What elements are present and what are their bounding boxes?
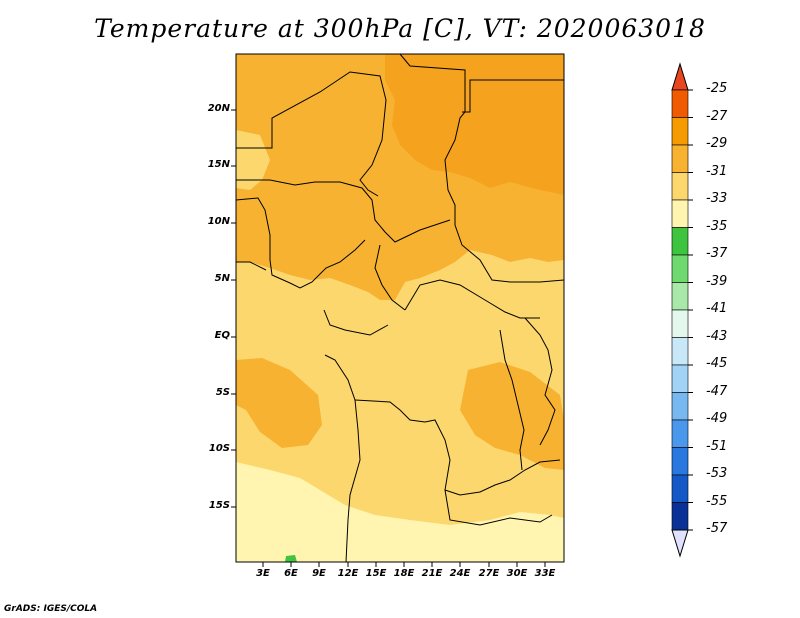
colorbar-swatch <box>671 254 689 283</box>
colorbar-swatch <box>671 474 689 503</box>
colorbar-label: -41 <box>706 301 728 316</box>
colorbar-bottom-arrow <box>671 529 689 558</box>
lat-label-20n: 20N <box>207 103 230 114</box>
colorbar-label: -55 <box>706 493 728 509</box>
colorbar <box>671 62 693 558</box>
lon-label-12e: 12E <box>337 568 359 579</box>
colorbar-swatch <box>671 117 689 146</box>
lon-label-21e: 21E <box>421 568 443 579</box>
lon-label-15e: 15E <box>365 568 387 579</box>
lat-label-15n: 15N <box>207 159 230 170</box>
field-light-west <box>236 130 270 190</box>
colorbar-label: -51 <box>706 438 728 454</box>
colorbar-swatch <box>671 392 689 421</box>
colorbar-label: -53 <box>706 466 728 481</box>
credit-text: GrADS: IGES/COLA <box>4 604 98 614</box>
colorbar-label: -49 <box>706 411 728 426</box>
field-cool-south <box>236 462 564 562</box>
map-frame <box>235 53 565 563</box>
lat-label-eq: EQ <box>214 330 230 341</box>
colorbar-swatch <box>671 199 689 228</box>
country-borders <box>235 53 565 563</box>
field-cold-spot <box>285 555 297 562</box>
lon-label-3e: 3E <box>256 568 270 579</box>
lat-label-15s: 15S <box>208 500 230 511</box>
colorbar-swatch <box>671 364 689 393</box>
lon-label-33e: 33E <box>534 568 556 579</box>
lon-label-18e: 18E <box>393 568 415 579</box>
colorbar-label: -29 <box>706 136 728 151</box>
lon-label-6e: 6E <box>284 568 298 579</box>
lon-label-9e: 9E <box>312 568 326 579</box>
axis-ticks <box>231 109 546 567</box>
colorbar-label: -27 <box>706 108 728 124</box>
field-warm-east <box>460 362 564 470</box>
lat-label-5n: 5N <box>214 273 230 284</box>
colorbar-top-arrow <box>671 62 689 91</box>
colorbar-swatch <box>671 337 689 366</box>
colorbar-label: -37 <box>706 246 728 261</box>
colorbar-label: -45 <box>706 356 728 371</box>
colorbar-label: -39 <box>706 273 728 289</box>
colorbar-swatch <box>671 172 689 201</box>
colorbar-label: -31 <box>706 163 728 179</box>
field-warmest-ne <box>385 54 564 195</box>
colorbar-label: -57 <box>706 521 728 536</box>
lat-label-10s: 10S <box>208 443 230 454</box>
colorbar-swatch <box>671 447 689 476</box>
chart-title: Temperature at 300hPa [C], VT: 202006301… <box>94 14 706 43</box>
lat-label-5s: 5S <box>215 387 230 398</box>
colorbar-swatch <box>671 419 689 448</box>
lon-label-30e: 30E <box>506 568 528 579</box>
colorbar-label: -43 <box>706 328 728 344</box>
colorbar-label: -25 <box>706 81 728 96</box>
colorbar-label: -47 <box>706 383 728 399</box>
colorbar-label: -35 <box>706 218 728 234</box>
lon-label-27e: 27E <box>478 568 500 579</box>
colorbar-swatch <box>671 144 689 173</box>
lon-label-24e: 24E <box>449 568 471 579</box>
lat-label-10n: 10N <box>207 216 230 227</box>
colorbar-swatch <box>671 309 689 338</box>
colorbar-label: -33 <box>706 191 728 206</box>
colorbar-swatch <box>671 282 689 311</box>
colorbar-swatch <box>671 502 689 531</box>
temperature-field <box>236 54 564 562</box>
colorbar-swatch <box>671 89 689 118</box>
colorbar-swatch <box>671 227 689 256</box>
field-warm-southwest <box>236 358 322 448</box>
